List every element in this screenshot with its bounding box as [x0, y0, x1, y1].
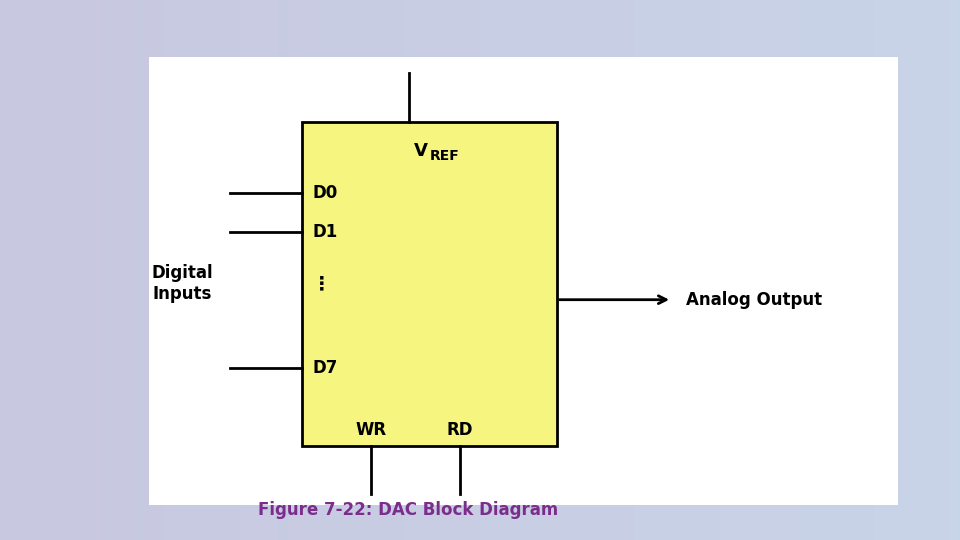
Text: Analog Output: Analog Output [686, 291, 823, 309]
Text: D7: D7 [312, 359, 337, 377]
Text: V: V [415, 141, 428, 160]
Text: D1: D1 [312, 222, 337, 241]
Bar [149, 57, 898, 505]
Text: Figure 7‑22: DAC Block Diagram: Figure 7‑22: DAC Block Diagram [258, 501, 558, 519]
Text: ⋮: ⋮ [312, 274, 331, 293]
Text: D0: D0 [312, 184, 337, 202]
Text: Digital
Inputs: Digital Inputs [152, 264, 213, 303]
Text: REF: REF [430, 149, 459, 163]
Text: WR: WR [355, 421, 387, 440]
Bar [302, 122, 557, 446]
Text: RD: RD [446, 421, 473, 440]
